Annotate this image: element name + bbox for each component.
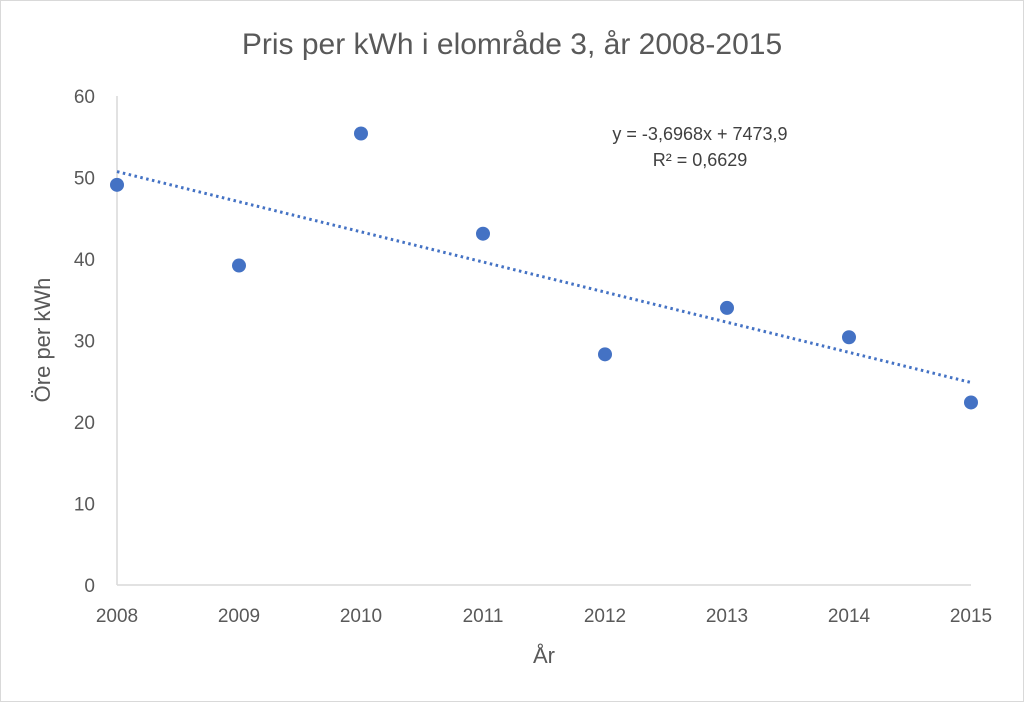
trendline-path bbox=[116, 170, 972, 384]
y-axis-label: Öre per kWh bbox=[30, 278, 55, 403]
data-point bbox=[354, 126, 368, 141]
data-point bbox=[110, 177, 124, 192]
x-tick-label: 2011 bbox=[463, 606, 504, 627]
x-tick-label: 2010 bbox=[340, 606, 382, 627]
data-point bbox=[476, 226, 490, 241]
y-tick-labels: 0 10 20 30 40 50 60 bbox=[74, 87, 95, 597]
y-tick-label: 0 bbox=[84, 576, 95, 597]
x-tick-label: 2015 bbox=[950, 606, 992, 627]
data-point bbox=[720, 300, 734, 315]
data-point bbox=[598, 347, 612, 362]
trendline-r2: R² = 0,6629 bbox=[653, 150, 748, 170]
y-tick-label: 10 bbox=[74, 495, 95, 516]
x-tick-label: 2009 bbox=[218, 606, 260, 627]
data-points bbox=[110, 126, 978, 410]
trendline bbox=[116, 170, 972, 384]
y-tick-label: 60 bbox=[74, 87, 95, 108]
y-tick-label: 30 bbox=[74, 332, 95, 353]
x-tick-label: 2013 bbox=[706, 606, 748, 627]
data-point bbox=[964, 395, 978, 410]
data-point bbox=[232, 258, 246, 273]
y-tick-label: 40 bbox=[74, 250, 95, 271]
x-tick-labels: 2008 2009 2010 2011 2012 2013 2014 2015 bbox=[96, 606, 992, 627]
x-axis-label: År bbox=[533, 643, 555, 668]
x-tick-label: 2012 bbox=[584, 606, 626, 627]
data-point bbox=[842, 330, 856, 345]
chart-title: Pris per kWh i elområde 3, år 2008-2015 bbox=[242, 28, 782, 61]
y-tick-label: 20 bbox=[74, 413, 95, 434]
y-tick-label: 50 bbox=[74, 169, 95, 190]
trendline-equation: y = -3,6968x + 7473,9 bbox=[612, 124, 787, 144]
x-tick-label: 2014 bbox=[828, 606, 871, 627]
x-tick-label: 2008 bbox=[96, 606, 138, 627]
